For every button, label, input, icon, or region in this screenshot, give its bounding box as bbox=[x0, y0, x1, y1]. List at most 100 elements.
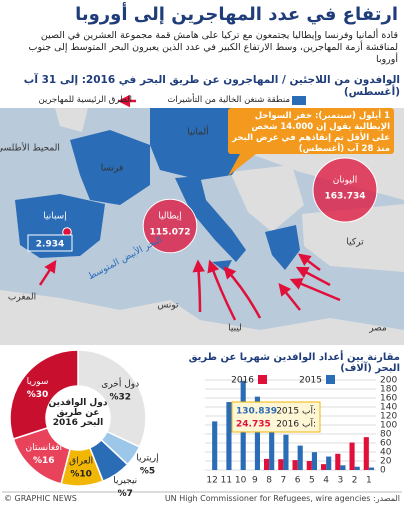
legend-swatch bbox=[326, 375, 335, 384]
land bbox=[175, 176, 246, 262]
region-value: 2.934 bbox=[36, 240, 64, 250]
region-name: اليونان bbox=[333, 176, 357, 186]
donut-title: دول الوافدين عن طريق البحر 2016 bbox=[48, 398, 108, 428]
x-tick-label: 8 bbox=[266, 476, 272, 486]
callout-text: 1 أيلول (سبتمبر): خفر السواحل الإيطالية … bbox=[232, 111, 390, 154]
routes bbox=[38, 253, 341, 321]
y-tick-label: 60 bbox=[380, 439, 392, 449]
x-tick-label: 11 bbox=[221, 476, 232, 486]
bar bbox=[326, 456, 332, 470]
region-bubble bbox=[142, 198, 198, 254]
segment-value: %16 bbox=[33, 456, 55, 466]
land bbox=[55, 108, 88, 132]
donut-segment bbox=[9, 349, 79, 440]
annotation-label: آب 2016: bbox=[276, 418, 316, 430]
segment-value: %7 bbox=[118, 489, 133, 499]
place-label: ليبيا bbox=[228, 324, 242, 334]
value-box bbox=[27, 234, 73, 252]
bar bbox=[254, 396, 261, 470]
annotation-value: 130.839 bbox=[236, 407, 277, 417]
segment-name: نيجيريا bbox=[113, 476, 137, 486]
place-label: تونس bbox=[157, 301, 179, 311]
bar bbox=[349, 442, 355, 470]
annotation-value: 24.735 bbox=[236, 420, 271, 430]
region-bubble bbox=[312, 157, 378, 223]
y-tick-label: 200 bbox=[380, 376, 397, 386]
x-tick-label: 6 bbox=[295, 476, 301, 486]
bar bbox=[292, 460, 298, 470]
segment-name: أفغانستان bbox=[26, 441, 63, 453]
land bbox=[70, 130, 150, 205]
land bbox=[150, 108, 248, 180]
bar bbox=[363, 437, 369, 470]
source: المصدر: UN High Commissioner for Refugee… bbox=[164, 494, 400, 503]
segment-name: إريتريا bbox=[136, 454, 158, 464]
bar bbox=[283, 434, 289, 470]
callout-pointer bbox=[228, 154, 256, 176]
place-label: تركيا bbox=[346, 238, 364, 248]
bar bbox=[354, 466, 360, 470]
bar bbox=[335, 453, 341, 470]
annotation-label: آب 2015: bbox=[276, 405, 316, 417]
donut-segment bbox=[77, 349, 147, 448]
place-label: المغرب bbox=[8, 293, 36, 303]
legend-label: منطقة شنغن الخالية من التأشيرات bbox=[167, 95, 290, 105]
bar bbox=[306, 461, 312, 470]
x-tick-label: 12 bbox=[206, 476, 217, 486]
segment-name: العراق bbox=[69, 456, 93, 466]
bar bbox=[263, 458, 270, 470]
land bbox=[302, 204, 404, 272]
land bbox=[265, 225, 300, 270]
y-tick-label: 100 bbox=[380, 421, 397, 431]
x-tick-label: 1 bbox=[366, 476, 372, 486]
land bbox=[230, 165, 304, 232]
segment-value: %10 bbox=[70, 469, 92, 479]
x-tick-label: 10 bbox=[235, 476, 247, 486]
bar bbox=[320, 464, 327, 470]
bar bbox=[297, 445, 303, 470]
segment-value: %30 bbox=[27, 390, 49, 400]
region-name: إيطاليا bbox=[158, 212, 181, 222]
region-value: 163.734 bbox=[325, 192, 366, 202]
bar bbox=[278, 459, 284, 470]
x-tick-label: 4 bbox=[323, 476, 329, 486]
legend-label: 2015 bbox=[299, 376, 322, 386]
bar bbox=[212, 421, 218, 470]
bar bbox=[269, 411, 275, 470]
bar bbox=[368, 467, 375, 470]
annotation-box bbox=[231, 401, 321, 433]
callout-box bbox=[228, 108, 394, 154]
credit: © GRAPHIC NEWS bbox=[4, 494, 77, 503]
legend-schengen bbox=[292, 96, 306, 105]
place-label: المحيط الأطلسي bbox=[0, 142, 60, 154]
bar bbox=[340, 465, 346, 470]
bar bbox=[311, 452, 318, 470]
land bbox=[0, 290, 404, 345]
x-tick-label: 5 bbox=[309, 476, 315, 486]
x-tick-label: 2 bbox=[352, 476, 358, 486]
title: ارتفاع في عدد المهاجرين إلى أوروبا bbox=[75, 4, 398, 25]
y-tick-label: 160 bbox=[380, 394, 397, 404]
bar-title: مقارنة بين أعداد الوافدين شهريا عن طريق … bbox=[188, 352, 400, 374]
y-tick-label: 20 bbox=[380, 457, 392, 467]
map-title: الوافدون من اللاجئين / المهاجرون عن طريق… bbox=[23, 74, 400, 98]
segment-value: %5 bbox=[140, 467, 155, 477]
y-tick-label: 0 bbox=[380, 466, 386, 476]
y-tick-label: 120 bbox=[380, 412, 397, 422]
y-tick-label: 180 bbox=[380, 385, 397, 395]
region-name: إسبانيا bbox=[43, 212, 66, 222]
place-label: مصر bbox=[368, 324, 387, 334]
x-tick-label: 9 bbox=[252, 476, 258, 486]
x-tick-label: 3 bbox=[338, 476, 344, 486]
bar bbox=[226, 402, 232, 470]
legend-label: الطرق الرئيسية للمهاجرين bbox=[38, 95, 133, 105]
x-tick-label: 7 bbox=[281, 476, 287, 486]
y-tick-label: 140 bbox=[380, 403, 397, 413]
subtitle: قادة ألمانيا وفرنسا وإيطاليا يجتمعون مع … bbox=[28, 30, 399, 65]
segment-name: سوريا bbox=[27, 377, 49, 387]
segment-value: %32 bbox=[109, 393, 131, 403]
legend-label: 2016 bbox=[231, 376, 254, 386]
region-value: 115.072 bbox=[150, 228, 191, 238]
